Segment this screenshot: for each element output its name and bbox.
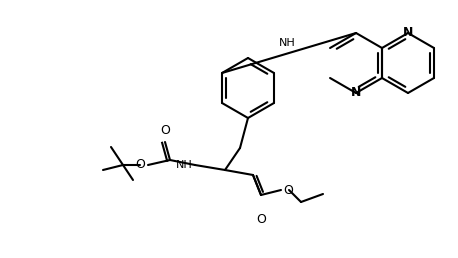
Text: NH: NH [176, 160, 193, 170]
Text: O: O [160, 124, 170, 137]
Text: O: O [256, 213, 266, 226]
Text: O: O [283, 183, 293, 197]
Text: NH: NH [278, 38, 295, 48]
Text: O: O [135, 158, 145, 172]
Text: N: N [351, 86, 361, 100]
Text: N: N [403, 27, 413, 39]
